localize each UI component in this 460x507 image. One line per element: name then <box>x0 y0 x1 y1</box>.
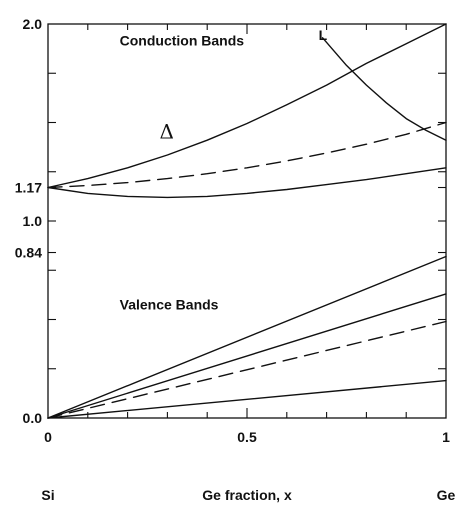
x-tick-sublabel: Si <box>41 487 54 503</box>
y-tick-label: 0.84 <box>15 245 42 261</box>
axis-labels: Ge fraction, x <box>202 487 292 503</box>
band-line-7 <box>47 320 447 419</box>
plot-area: Conduction Bands Valence Bands Δ L <box>47 23 447 419</box>
x-axis-label: Ge fraction, x <box>202 487 292 503</box>
band-line-1 <box>47 23 447 189</box>
l-valley-label: L <box>319 27 328 43</box>
band-line-8 <box>47 379 447 419</box>
band-line-5 <box>47 255 447 419</box>
valence-bands-label: Valence Bands <box>120 297 219 313</box>
band-line-2 <box>47 121 447 189</box>
y-tick-label: 2.0 <box>23 16 43 32</box>
x-tick-label: 0 <box>44 429 52 445</box>
delta-label: Δ <box>159 119 173 143</box>
x-tick-label: 1 <box>442 429 450 445</box>
x-tick-label: 0.5 <box>237 429 257 445</box>
band-line-6 <box>47 293 447 419</box>
band-line-4 <box>321 37 447 141</box>
plot-frame <box>47 23 447 419</box>
x-tick-sublabel: Ge <box>437 487 456 503</box>
y-tick-label: 0.0 <box>23 410 43 426</box>
y-tick-label: 1.17 <box>15 180 42 196</box>
axes: 0.0 0.84 1.0 1.17 2.0 0 Si 0.5 1 Ge <box>15 16 456 503</box>
band-line-3 <box>47 167 447 199</box>
conduction-bands-label: Conduction Bands <box>120 33 245 49</box>
y-tick-label: 1.0 <box>23 213 43 229</box>
